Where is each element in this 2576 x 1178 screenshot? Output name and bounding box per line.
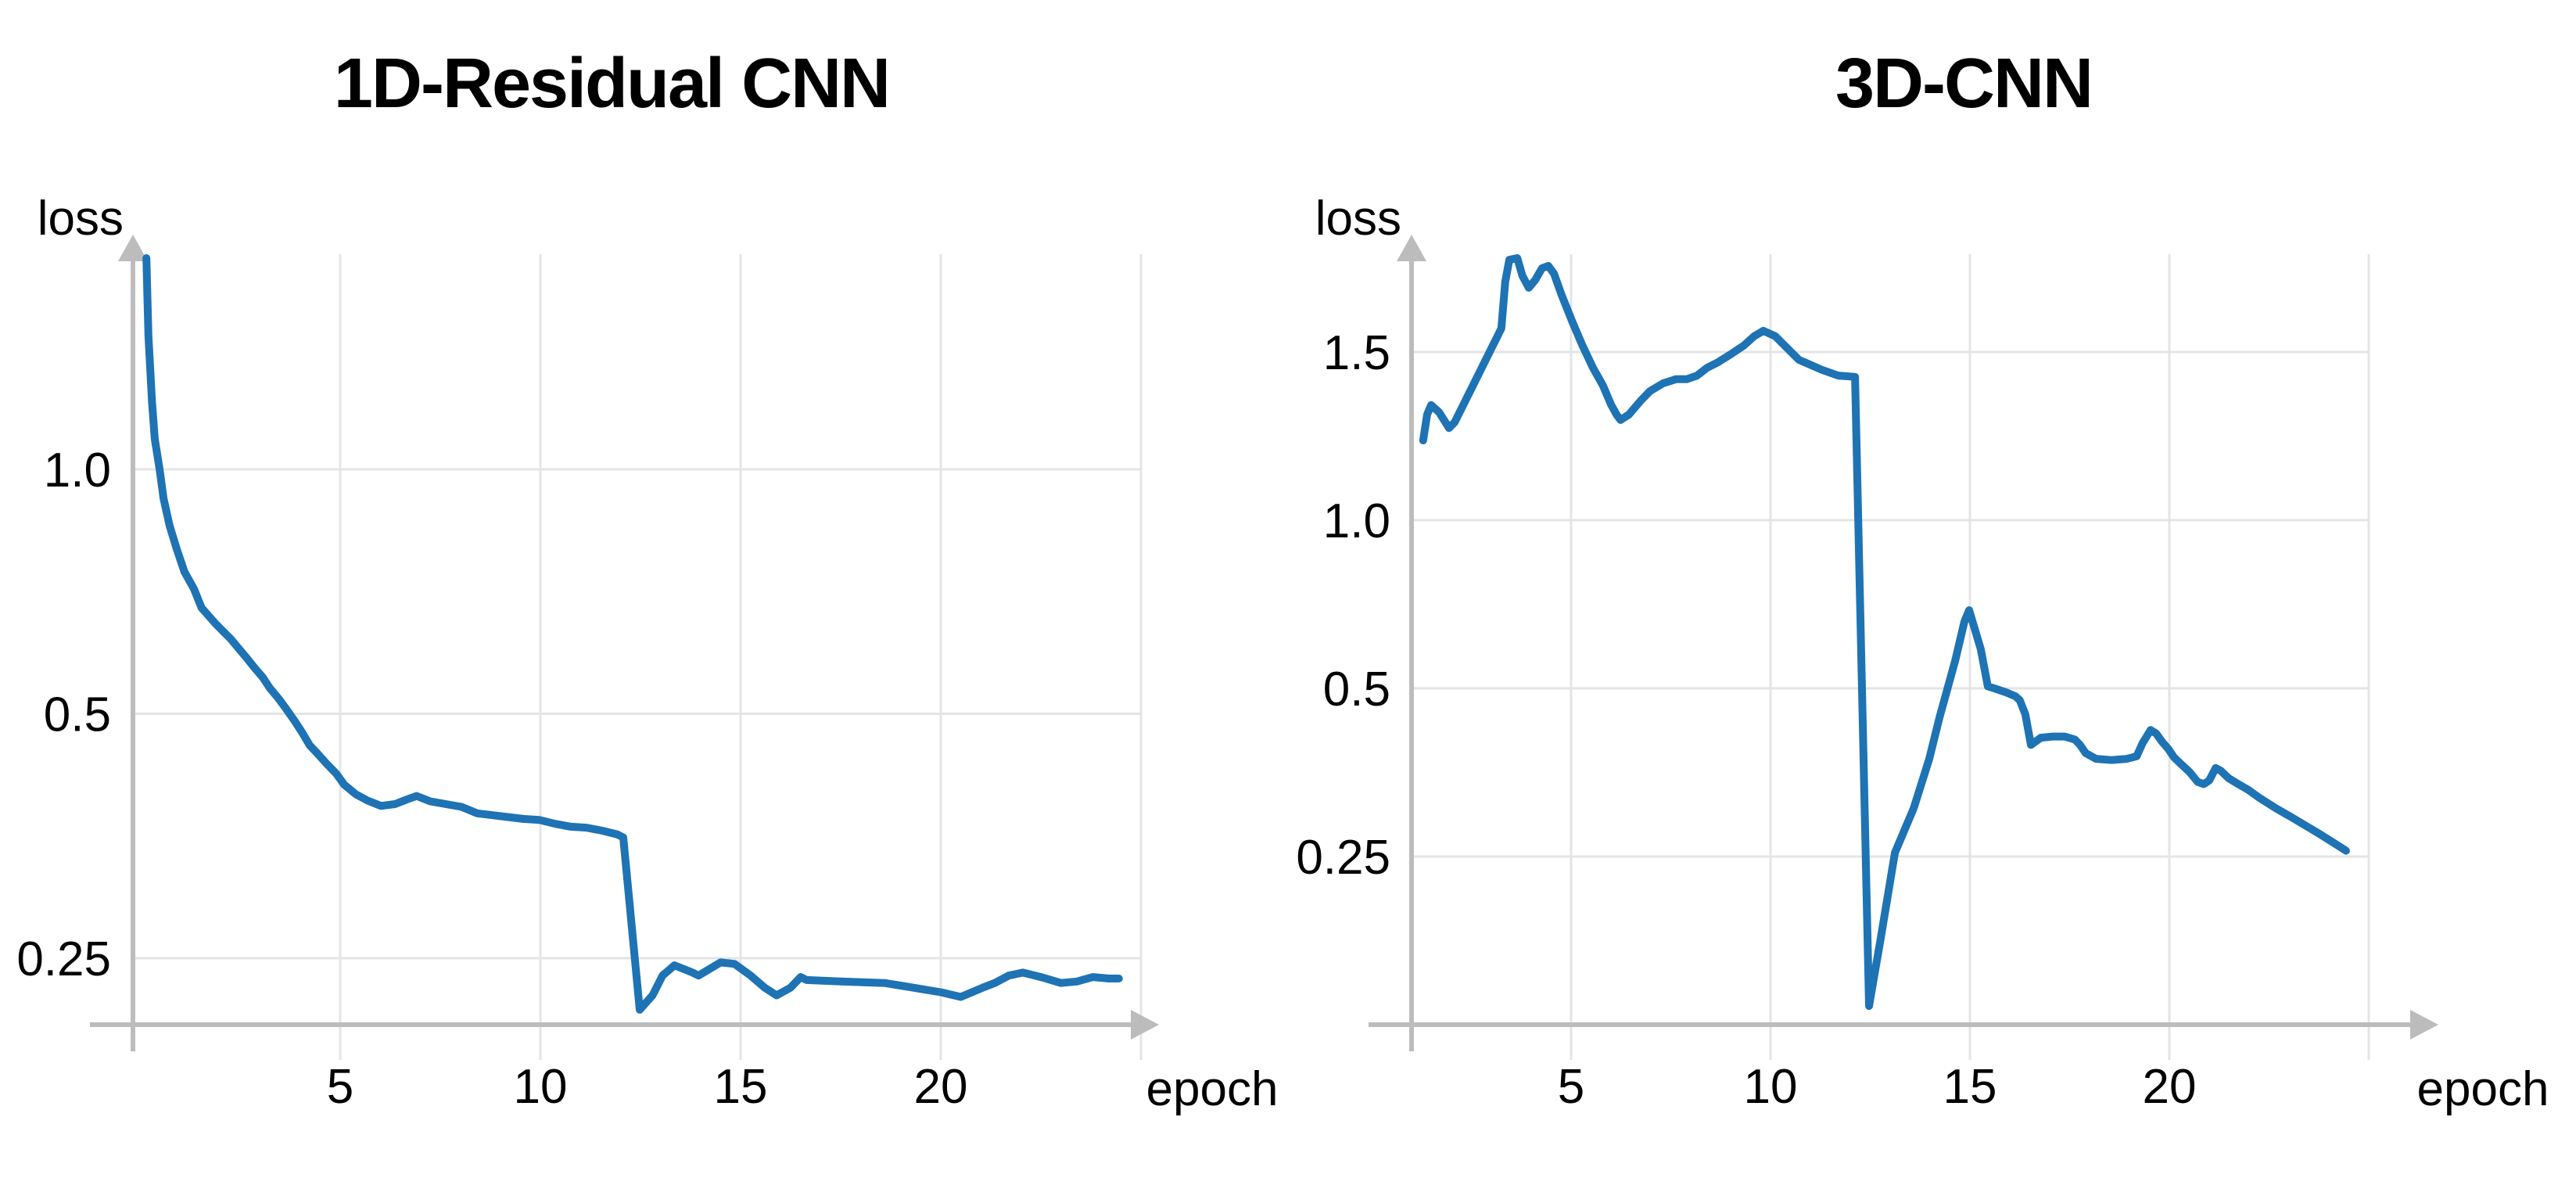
x-tick-label: 10 (514, 1060, 568, 1114)
y-tick-label: 1.0 (44, 444, 111, 497)
y-tick-label: 0.25 (1296, 831, 1390, 885)
chart-1d-residual-cnn: 1.0 0.5 0.25 5 10 15 20 loss epoch (16, 192, 1278, 1116)
x-axis-label: epoch (2417, 1062, 2549, 1116)
x-tick-label: 5 (327, 1060, 353, 1114)
y-tick-label: 0.5 (44, 688, 111, 742)
y-axis-label: loss (1315, 192, 1401, 246)
x-axis-arrow-icon (2410, 1010, 2438, 1040)
x-tick-label: 5 (1558, 1060, 1584, 1114)
chart-3d-cnn: 1.5 1.0 0.5 0.25 5 10 15 20 loss epoch (1296, 192, 2549, 1116)
x-axis-arrow-icon (1131, 1010, 1159, 1040)
y-axis-arrow-icon (1397, 235, 1426, 261)
x-tick-label: 20 (914, 1060, 968, 1114)
y-tick-label: 0.5 (1323, 663, 1390, 716)
y-axis-label: loss (38, 192, 124, 246)
loss-curve (1419, 254, 2350, 1011)
y-axis-arrow-icon (118, 235, 148, 261)
chart-title-3d-cnn: 3D-CNN (1835, 45, 2093, 123)
x-tick-label: 10 (1744, 1060, 1798, 1114)
x-tick-label: 15 (1943, 1060, 1997, 1114)
y-tick-label: 1.5 (1323, 326, 1390, 380)
chart-title-1d-residual-cnn: 1D-Residual CNN (333, 45, 891, 123)
x-axis-label: epoch (1146, 1062, 1279, 1116)
x-tick-label: 20 (2143, 1060, 2197, 1114)
x-tick-label: 15 (714, 1060, 768, 1114)
y-tick-label: 1.0 (1323, 494, 1390, 548)
loss-curve (142, 254, 1123, 1014)
y-tick-label: 0.25 (16, 932, 111, 986)
